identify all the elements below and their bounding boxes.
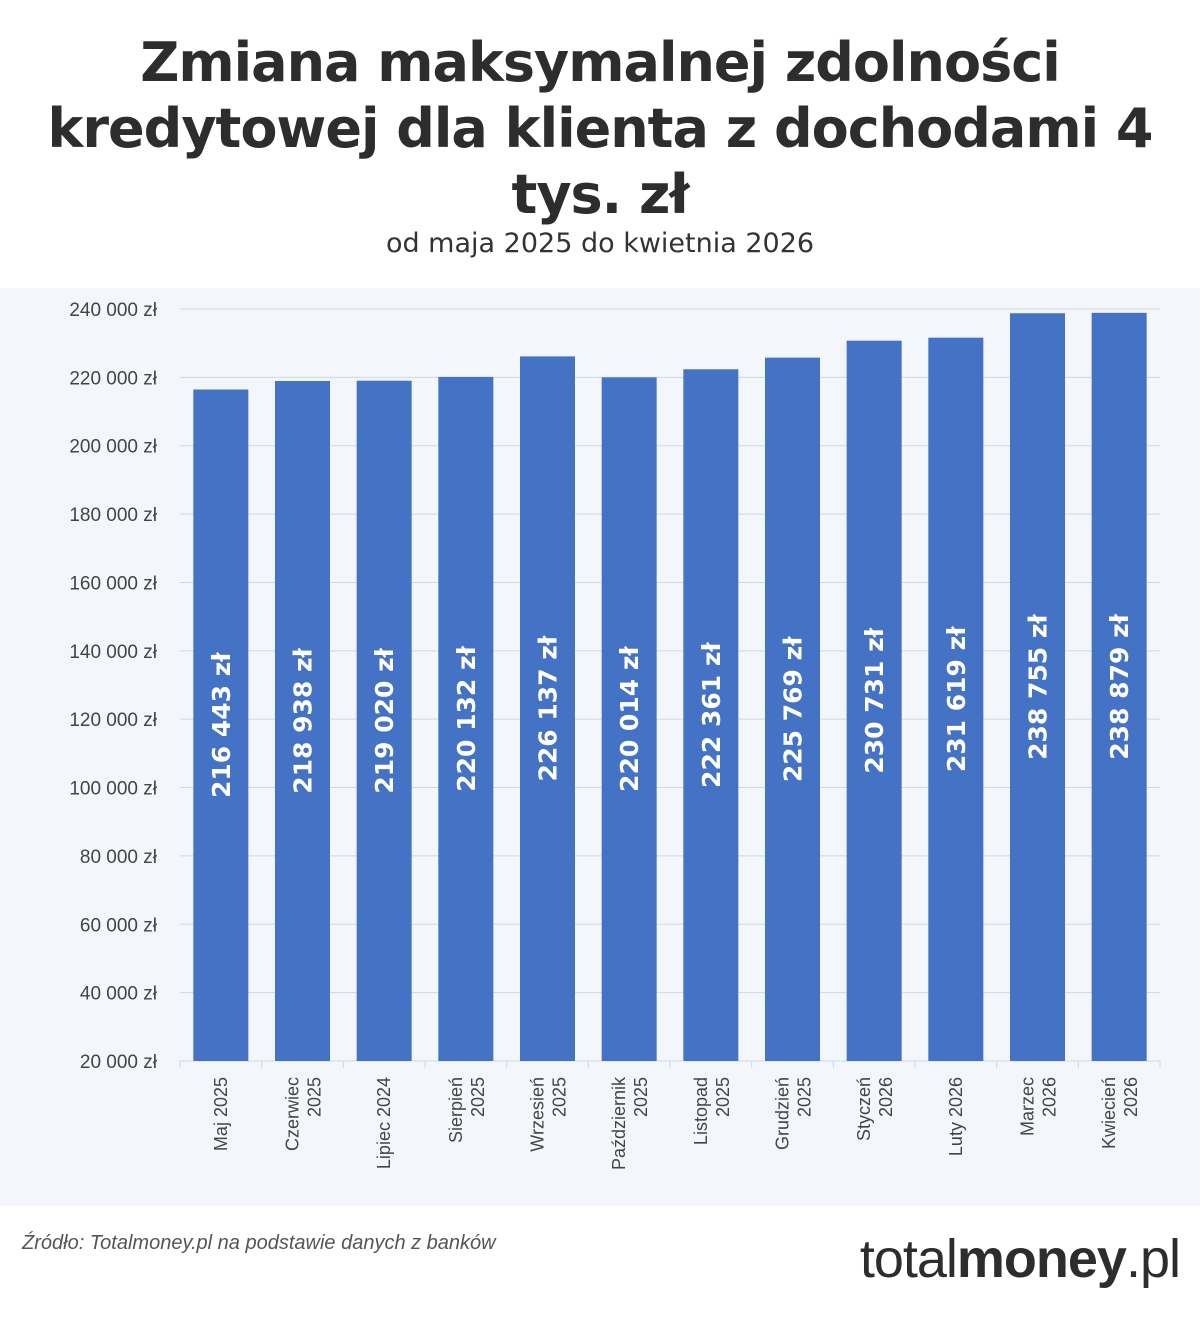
x-tick-label: Grudzień 2025: [773, 1077, 815, 1150]
bar-value-label: 230 731 zł: [860, 627, 889, 773]
bar-value-label: 238 879 zł: [1105, 613, 1134, 759]
bar: [1010, 313, 1065, 1062]
chart-subtitle: od maja 2025 do kwietnia 2026: [385, 228, 815, 259]
source-note: Źródło: Totalmoney.pl na podstawie danyc…: [22, 1232, 496, 1254]
x-tick-label: Wrzesień 2025: [528, 1077, 570, 1152]
bar: [683, 369, 739, 1061]
bar: [1091, 312, 1147, 1061]
bar: [520, 356, 575, 1062]
y-tick-label: 120 000 zł: [69, 710, 157, 731]
logo-bold: money: [956, 1229, 1127, 1289]
bar-value-label: 216 443 zł: [207, 652, 236, 798]
bar: [846, 340, 902, 1062]
y-tick-label: 160 000 zł: [69, 573, 157, 594]
bar-value-label: 225 769 zł: [779, 636, 808, 782]
x-tick-label: Styczeń 2026: [854, 1077, 896, 1141]
y-tick-label: 100 000 zł: [69, 779, 157, 800]
x-tick-label: Marzec 2026: [1018, 1077, 1060, 1136]
y-tick-label: 40 000 zł: [80, 984, 158, 1005]
x-tick-label: Kwiecień 2026: [1099, 1077, 1141, 1149]
bar-value-label: 220 014 zł: [615, 646, 644, 792]
bar: [193, 389, 249, 1061]
logo: totalmoney.pl: [859, 1228, 1181, 1290]
bar: [438, 376, 494, 1061]
bar-value-label: 220 132 zł: [452, 645, 481, 791]
logo-light: total: [859, 1229, 958, 1289]
bar-value-label: 219 020 zł: [370, 647, 399, 793]
logo-suffix: .pl: [1125, 1229, 1181, 1289]
y-tick-label: 200 000 zł: [69, 437, 157, 458]
y-tick-label: 180 000 zł: [69, 505, 157, 526]
x-tick-label: Październik 2025: [609, 1076, 651, 1170]
x-tick-label: Lipiec 2024: [374, 1077, 394, 1169]
y-tick-label: 60 000 zł: [80, 915, 158, 936]
y-tick-label: 140 000 zł: [69, 642, 157, 663]
y-tick-label: 240 000 zł: [69, 300, 157, 321]
x-tick-label: Luty 2026: [946, 1077, 966, 1156]
bar-value-label: 218 938 zł: [289, 647, 318, 793]
bar-value-label: 226 137 zł: [534, 635, 563, 781]
x-tick-label: Czerwiec 2025: [283, 1077, 325, 1151]
bar: [928, 337, 984, 1061]
bar-value-label: 231 619 zł: [942, 626, 971, 772]
x-tick-label: Sierpień 2025: [446, 1077, 488, 1143]
y-tick-label: 20 000 zł: [80, 1052, 158, 1073]
bar: [275, 380, 330, 1061]
bar: [356, 380, 412, 1061]
bar-value-label: 238 755 zł: [1024, 614, 1053, 760]
chart-title: Zmiana maksymalnej zdolności kredytowej …: [47, 31, 1154, 226]
y-tick-label: 80 000 zł: [80, 847, 158, 868]
x-tick-label: Listopad 2025: [691, 1077, 733, 1145]
bar-value-label: 222 361 zł: [697, 642, 726, 788]
bar: [601, 377, 657, 1061]
bar: [765, 357, 820, 1061]
x-tick-label: Maj 2025: [211, 1077, 231, 1151]
y-tick-label: 220 000 zł: [69, 368, 157, 389]
